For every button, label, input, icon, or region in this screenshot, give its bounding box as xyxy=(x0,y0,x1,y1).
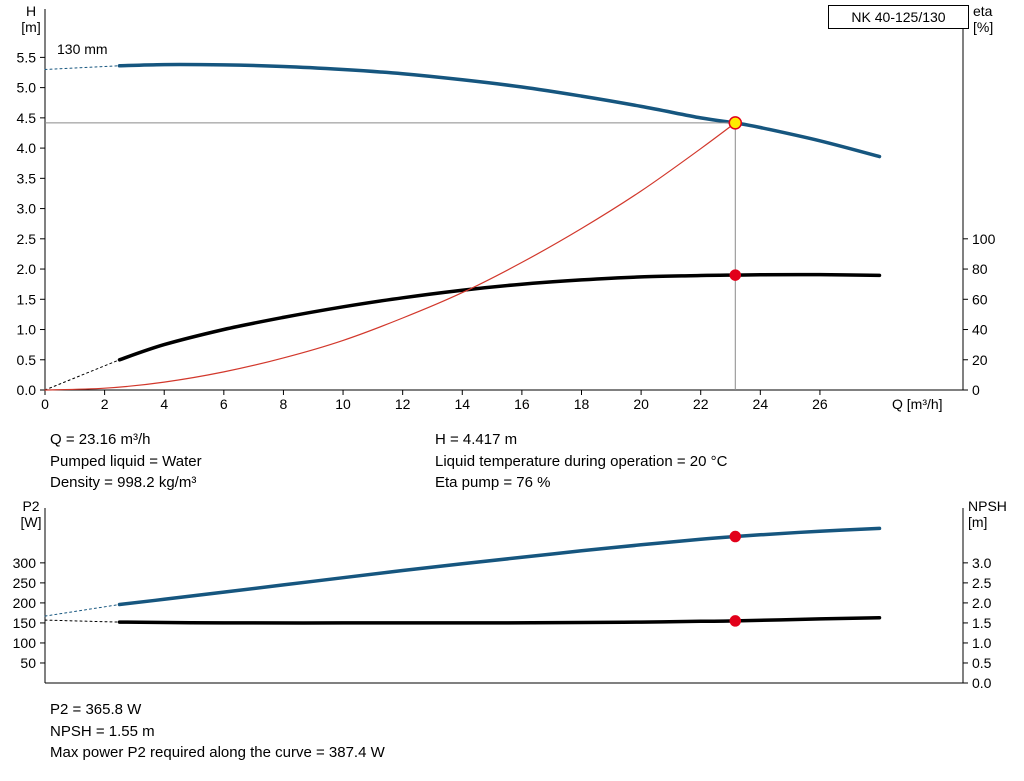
system-curve xyxy=(44,122,736,391)
p2-point xyxy=(729,530,742,543)
p2-value: P2 = 365.8 W xyxy=(50,701,142,718)
npsh-axis-title-symbol: NPSH xyxy=(968,498,1007,514)
duty-point xyxy=(728,116,743,130)
npsh-value: NPSH = 1.55 m xyxy=(50,722,155,740)
p2-curve-dotted xyxy=(44,604,120,617)
x-tick-label: 0 xyxy=(41,396,49,412)
y-left-tick-label: 3.0 xyxy=(17,201,37,217)
npsh-curve xyxy=(117,615,882,625)
p2-axis-title-unit: [W] xyxy=(20,514,42,530)
y-left-tick-label: 1.5 xyxy=(17,291,37,307)
y-left-tick-label: 2.5 xyxy=(17,231,37,247)
impeller-diameter-label: 130 mm xyxy=(57,41,108,57)
y-right-tick-label: 2.0 xyxy=(972,595,992,611)
efficiency-curve xyxy=(117,272,882,362)
x-tick-label: 18 xyxy=(574,396,590,412)
qh-eta-chart: 0 2 4 6 8 10 12 14 16 18 20 22 24 260.00.51.01.52.02.… xyxy=(17,9,996,412)
head-curve-dotted xyxy=(44,65,120,70)
y-left-tick-label: 300 xyxy=(13,555,37,571)
x-tick-label: 14 xyxy=(454,396,470,412)
y-left-tick-label: 2.0 xyxy=(17,261,37,277)
y-right-tick-label: 1.5 xyxy=(972,615,992,631)
y-right-tick-label: 3.0 xyxy=(972,555,992,571)
y-right-tick-label: 80 xyxy=(972,261,988,277)
result-info: P2 = 365.8 W NPSH = 1.55 m Max power P2 … xyxy=(50,699,385,764)
y-right-tick-label: 40 xyxy=(972,322,988,338)
efficiency-point xyxy=(729,269,742,281)
eta-axis-title-symbol: eta xyxy=(973,3,993,19)
x-tick-label: 12 xyxy=(395,396,411,412)
y-left-tick-label: 150 xyxy=(13,615,37,631)
flow-value: Q = 23.16 m³/h xyxy=(50,431,151,448)
y-left-tick-label: 5.0 xyxy=(17,80,37,96)
npsh-axis-title: NPSH [m] xyxy=(968,498,1020,530)
liquid-temperature-value: Liquid temperature during operation = 20… xyxy=(435,452,728,470)
npsh-curve-dotted xyxy=(44,619,120,623)
y-left-tick-label: 5.5 xyxy=(17,49,37,65)
y-left-tick-label: 50 xyxy=(20,655,36,671)
operating-info-right: H = 4.417 m Liquid temperature during op… xyxy=(435,429,727,494)
y-right-tick-label: 0 xyxy=(972,382,980,398)
h-axis-title-symbol: H xyxy=(25,3,37,19)
max-power-value: Max power P2 required along the curve = … xyxy=(50,744,385,761)
eta-pump-value: Eta pump = 76 % xyxy=(435,474,551,491)
y-left-tick-label: 100 xyxy=(13,635,37,651)
y-right-tick-label: 0.5 xyxy=(972,655,992,671)
y-left-tick-label: 0.5 xyxy=(17,352,37,368)
x-tick-label: 26 xyxy=(812,396,828,412)
eta-axis-title-unit: [%] xyxy=(973,19,994,35)
y-left-tick-label: 4.5 xyxy=(17,110,37,126)
npsh-point xyxy=(729,615,742,627)
q-axis-title: Q [m³/h] xyxy=(892,396,943,412)
y-right-tick-label: 100 xyxy=(972,231,996,247)
y-left-tick-label: 250 xyxy=(13,575,37,591)
eta-axis-title: eta [%] xyxy=(973,3,1019,35)
pump-model-label: NK 40-125/130 xyxy=(828,5,969,29)
x-tick-label: 22 xyxy=(693,396,709,412)
x-tick-label: 20 xyxy=(633,396,649,412)
head-value: H = 4.417 m xyxy=(435,431,518,448)
y-left-tick-label: 4.0 xyxy=(17,140,37,156)
h-axis-title-unit: [m] xyxy=(21,19,41,35)
p2-npsh-chart: 50 100 150 200 250 300 0.0 0.5 1.0 1.5 2.0 2.5 3.0 xyxy=(13,508,992,691)
efficiency-curve-dotted xyxy=(44,359,120,391)
x-tick-label: 8 xyxy=(280,396,288,412)
p2-axis-title-symbol: P2 xyxy=(22,498,40,514)
pumped-liquid-value: Pumped liquid = Water xyxy=(50,452,202,470)
x-tick-label: 6 xyxy=(220,396,228,412)
operating-info-left: Q = 23.16 m³/h Pumped liquid = Water Den… xyxy=(50,429,202,494)
y-left-tick-label: 200 xyxy=(13,595,37,611)
y-right-tick-label: 1.0 xyxy=(972,635,992,651)
x-tick-label: 16 xyxy=(514,396,530,412)
y-left-tick-label: 0.0 xyxy=(17,382,37,398)
npsh-axis-title-unit: [m] xyxy=(968,514,988,530)
y-right-tick-label: 60 xyxy=(972,291,988,307)
head-curve xyxy=(117,62,882,159)
x-tick-label: 2 xyxy=(101,396,109,412)
y-right-tick-label: 0.0 xyxy=(972,675,992,691)
x-tick-label: 10 xyxy=(335,396,351,412)
x-tick-label: 24 xyxy=(753,396,769,412)
h-axis-title: H [m] xyxy=(11,3,51,35)
x-tick-label: 4 xyxy=(160,396,168,412)
p2-axis-title: P2 [W] xyxy=(11,498,51,530)
y-right-tick-label: 2.5 xyxy=(972,575,992,591)
p2-curve xyxy=(117,526,882,607)
y-right-tick-label: 20 xyxy=(972,352,988,368)
y-left-tick-label: 1.0 xyxy=(17,322,37,338)
y-left-tick-label: 3.5 xyxy=(17,170,37,186)
density-value: Density = 998.2 kg/m³ xyxy=(50,474,197,491)
